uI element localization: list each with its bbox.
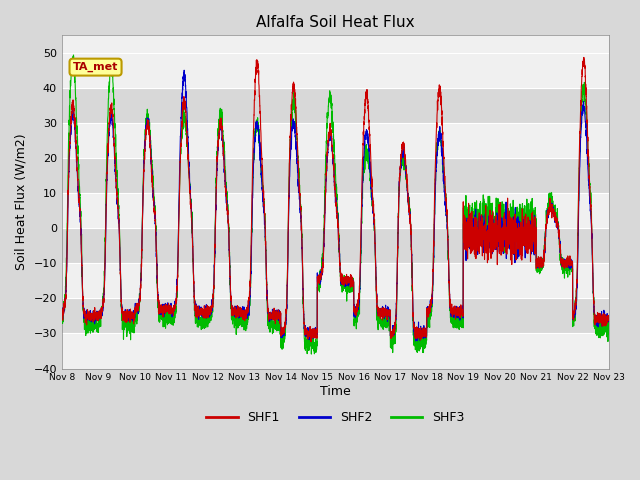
SHF2 xyxy=(156,308,164,314)
Line: SHF3: SHF3 xyxy=(62,55,609,354)
SHF1 xyxy=(316,280,323,286)
SHF3 xyxy=(605,332,612,337)
Y-axis label: Soil Heat Flux (W/m2): Soil Heat Flux (W/m2) xyxy=(15,133,28,270)
SHF2 xyxy=(180,67,188,73)
Line: SHF2: SHF2 xyxy=(62,70,609,341)
Bar xyxy=(62,158,609,193)
SHF1 xyxy=(428,296,436,302)
Bar xyxy=(62,334,609,369)
Title: Alfalfa Soil Heat Flux: Alfalfa Soil Heat Flux xyxy=(256,15,415,30)
SHF2 xyxy=(428,299,436,304)
Bar xyxy=(62,123,609,158)
SHF2 xyxy=(316,273,323,278)
SHF3 xyxy=(58,319,66,325)
SHF3 xyxy=(157,312,164,318)
SHF3 xyxy=(458,320,466,325)
Line: SHF1: SHF1 xyxy=(62,58,609,342)
SHF2 xyxy=(458,303,466,309)
SHF3 xyxy=(307,351,315,357)
SHF2 xyxy=(605,319,612,324)
SHF1 xyxy=(605,313,612,319)
X-axis label: Time: Time xyxy=(320,385,351,398)
Bar xyxy=(62,53,609,88)
Bar xyxy=(62,264,609,299)
SHF2 xyxy=(605,316,613,322)
SHF1 xyxy=(458,311,466,317)
Bar xyxy=(62,228,609,264)
SHF1 xyxy=(490,249,497,255)
SHF1 xyxy=(580,55,588,60)
SHF1 xyxy=(156,309,164,314)
Bar xyxy=(62,193,609,228)
SHF2 xyxy=(412,338,419,344)
SHF3 xyxy=(605,321,613,327)
SHF3 xyxy=(490,217,497,223)
SHF2 xyxy=(490,244,497,250)
Text: TA_met: TA_met xyxy=(73,62,118,72)
SHF3 xyxy=(428,304,436,310)
SHF1 xyxy=(605,315,613,321)
Bar xyxy=(62,36,609,53)
SHF2 xyxy=(58,315,66,321)
SHF3 xyxy=(70,52,77,58)
Legend: SHF1, SHF2, SHF3: SHF1, SHF2, SHF3 xyxy=(202,406,470,429)
SHF3 xyxy=(316,274,323,280)
SHF1 xyxy=(307,339,315,345)
Bar xyxy=(62,299,609,334)
SHF1 xyxy=(58,315,66,321)
Bar xyxy=(62,88,609,123)
